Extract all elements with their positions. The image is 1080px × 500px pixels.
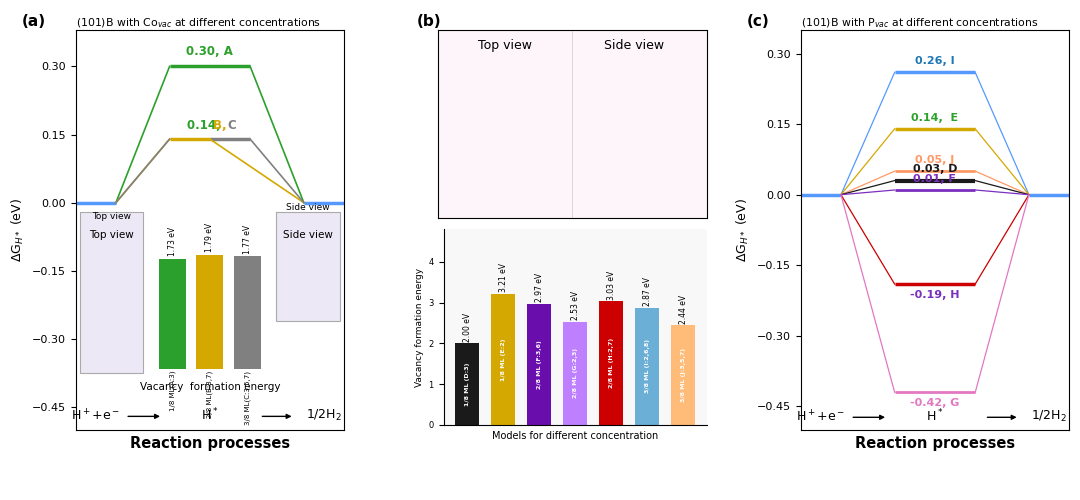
Y-axis label: Vacancy formation energy: Vacancy formation energy <box>416 268 424 386</box>
Text: 3/8 ML (I:2,6,8): 3/8 ML (I:2,6,8) <box>645 340 649 394</box>
Text: 0.03, D: 0.03, D <box>913 164 957 174</box>
Text: (a): (a) <box>22 14 46 29</box>
Text: 1.77 eV: 1.77 eV <box>243 224 252 254</box>
Text: 2/8 ML (G:2,3): 2/8 ML (G:2,3) <box>572 348 578 399</box>
Bar <box>527 304 551 425</box>
Y-axis label: $\Delta$G$_{H*}$ (eV): $\Delta$G$_{H*}$ (eV) <box>735 198 752 262</box>
Text: 1/8 ML (E:2): 1/8 ML (E:2) <box>501 338 505 380</box>
Text: 1.79 eV: 1.79 eV <box>205 224 214 252</box>
Text: 2.00 eV: 2.00 eV <box>462 312 472 342</box>
Text: 2.97 eV: 2.97 eV <box>535 273 543 302</box>
Text: Top view: Top view <box>90 230 134 240</box>
X-axis label: Reaction processes: Reaction processes <box>855 436 1015 450</box>
Text: 3/8 ML(C:3,5,7): 3/8 ML(C:3,5,7) <box>244 371 251 425</box>
Text: Vacancy  formation energy: Vacancy formation energy <box>139 382 280 392</box>
FancyBboxPatch shape <box>80 212 143 373</box>
Text: 3/8 ML (J:3,5,7): 3/8 ML (J:3,5,7) <box>680 348 686 402</box>
Text: 2.44 eV: 2.44 eV <box>678 294 688 324</box>
Text: Side view: Side view <box>283 230 333 240</box>
Text: 1/8 ML(A:3): 1/8 ML(A:3) <box>170 371 176 412</box>
FancyBboxPatch shape <box>234 256 261 368</box>
Bar <box>599 302 623 425</box>
Text: Side view: Side view <box>286 203 329 212</box>
Text: 2/8 ML (H:2,7): 2/8 ML (H:2,7) <box>608 338 613 388</box>
Bar <box>672 326 694 425</box>
Text: Side view: Side view <box>604 40 664 52</box>
X-axis label: Reaction processes: Reaction processes <box>130 436 289 450</box>
Text: 1/2H$_2$: 1/2H$_2$ <box>306 408 342 423</box>
Text: (101)B with Co$_{vac}$ at different concentrations: (101)B with Co$_{vac}$ at different conc… <box>76 16 321 30</box>
Text: (c): (c) <box>747 14 770 29</box>
Text: (b): (b) <box>417 14 442 29</box>
Text: 1/2H$_2$: 1/2H$_2$ <box>1031 410 1067 424</box>
Text: H$^+$+e$^-$: H$^+$+e$^-$ <box>796 409 846 424</box>
FancyBboxPatch shape <box>159 258 186 368</box>
Text: 3.03 eV: 3.03 eV <box>607 270 616 300</box>
FancyBboxPatch shape <box>275 212 340 321</box>
Text: 0.14,: 0.14, <box>187 119 225 132</box>
Text: Top view: Top view <box>92 212 131 221</box>
Text: 2.53 eV: 2.53 eV <box>570 291 580 320</box>
Text: 3.21 eV: 3.21 eV <box>499 264 508 292</box>
Text: (101)B with P$_{vac}$ at different concentrations: (101)B with P$_{vac}$ at different conce… <box>800 16 1038 30</box>
Text: B,: B, <box>213 119 230 132</box>
Text: 0.01, F: 0.01, F <box>914 174 957 184</box>
Text: -0.42, G: -0.42, G <box>910 398 960 408</box>
Bar <box>635 308 659 425</box>
Text: 0.14,  E: 0.14, E <box>912 112 958 122</box>
Text: 0.26, I: 0.26, I <box>915 56 955 66</box>
Text: 0.05, J: 0.05, J <box>916 155 955 165</box>
Text: 2/8 ML(B:3,7): 2/8 ML(B:3,7) <box>206 371 213 418</box>
Text: H$^*$: H$^*$ <box>201 406 218 423</box>
X-axis label: Models for different concentration: Models for different concentration <box>492 430 658 440</box>
FancyBboxPatch shape <box>197 254 224 368</box>
Text: 1.73 eV: 1.73 eV <box>167 227 177 256</box>
Text: 2.87 eV: 2.87 eV <box>643 277 651 306</box>
Text: H$^+$+e$^-$: H$^+$+e$^-$ <box>71 408 120 423</box>
Text: C: C <box>227 119 237 132</box>
Bar <box>456 344 478 425</box>
Text: -0.19, H: -0.19, H <box>910 290 960 300</box>
Text: Top view: Top view <box>478 40 532 52</box>
Bar <box>564 322 586 425</box>
Text: 1/8 ML (D:3): 1/8 ML (D:3) <box>464 362 470 406</box>
Text: 2/8 ML (F:3,6): 2/8 ML (F:3,6) <box>537 340 542 388</box>
Bar <box>491 294 515 425</box>
Text: H$^*$: H$^*$ <box>927 408 944 424</box>
Text: 0.30, A: 0.30, A <box>187 45 233 58</box>
Y-axis label: $\Delta$G$_{H*}$ (eV): $\Delta$G$_{H*}$ (eV) <box>10 198 26 262</box>
